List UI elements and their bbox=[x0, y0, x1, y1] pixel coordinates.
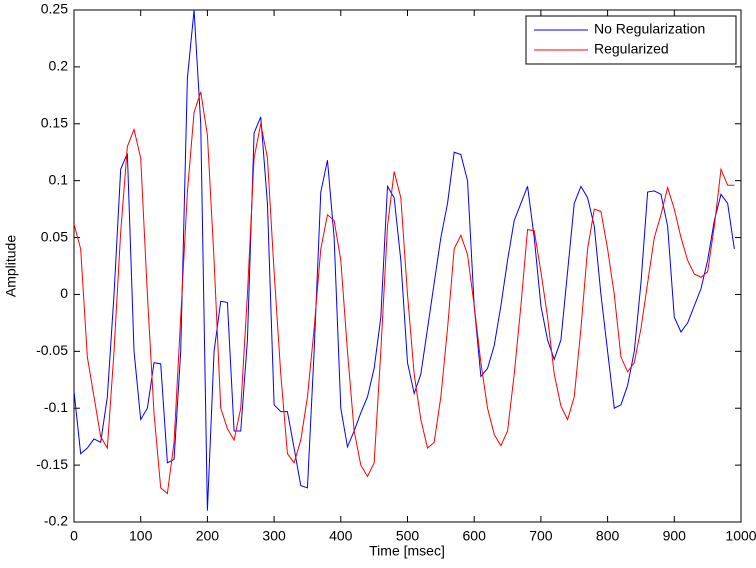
x-tick-label: 1000 bbox=[725, 528, 756, 544]
legend-box bbox=[525, 15, 737, 65]
x-tick-label: 600 bbox=[463, 528, 487, 544]
x-tick-label: 400 bbox=[329, 528, 353, 544]
y-tick-label: 0.15 bbox=[41, 114, 68, 130]
y-tick-label: -0.15 bbox=[36, 456, 68, 472]
legend-label: Regularized bbox=[594, 41, 669, 57]
x-tick-label: 300 bbox=[262, 528, 286, 544]
x-tick-label: 500 bbox=[396, 528, 420, 544]
y-tick-label: 0 bbox=[60, 285, 68, 301]
y-tick-label: -0.2 bbox=[44, 513, 68, 529]
x-tick-label: 900 bbox=[663, 528, 687, 544]
y-tick-label: -0.1 bbox=[44, 399, 68, 415]
x-axis-label: Time [msec] bbox=[369, 543, 445, 559]
legend-label: No Regularization bbox=[594, 21, 705, 37]
y-tick-label: 0.05 bbox=[41, 228, 68, 244]
y-tick-label: 0.2 bbox=[49, 58, 69, 74]
x-tick-label: 0 bbox=[70, 528, 78, 544]
y-tick-label: 0.1 bbox=[49, 171, 69, 187]
plot-area bbox=[73, 9, 742, 523]
data-line bbox=[73, 91, 735, 495]
y-tick-label: -0.05 bbox=[36, 342, 68, 358]
x-tick-label: 200 bbox=[196, 528, 220, 544]
x-tick-label: 100 bbox=[129, 528, 153, 544]
x-tick-label: 700 bbox=[529, 528, 553, 544]
y-axis-label: Amplitude bbox=[3, 235, 19, 297]
x-tick-label: 800 bbox=[596, 528, 620, 544]
data-line bbox=[73, 9, 735, 511]
y-tick-label: 0.25 bbox=[41, 1, 68, 17]
